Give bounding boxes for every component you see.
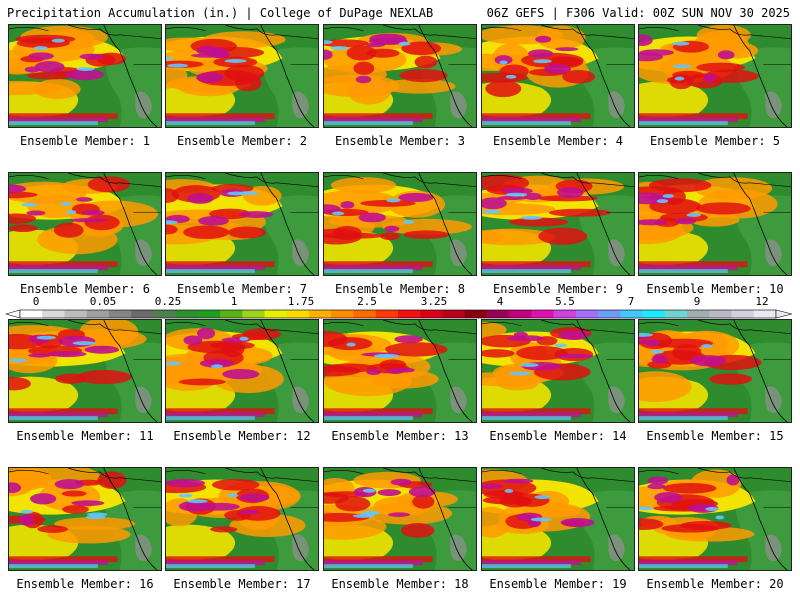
- ensemble-member-map: [8, 24, 162, 128]
- ensemble-member-map: [638, 319, 792, 423]
- ensemble-member-label: Ensemble Member: 3: [334, 134, 466, 148]
- ensemble-member-label: Ensemble Member: 19: [489, 577, 627, 591]
- ensemble-member-map: [323, 172, 477, 276]
- ensemble-member-map: [481, 319, 635, 423]
- precip-colorbar: [4, 309, 793, 319]
- ensemble-member-map: [165, 319, 319, 423]
- ensemble-member-map: [323, 319, 477, 423]
- colorbar-tick-label: 0.25: [154, 295, 182, 308]
- ensemble-member-label: Ensemble Member: 12: [173, 429, 311, 443]
- ensemble-member-label: Ensemble Member: 17: [173, 577, 311, 591]
- ensemble-member-map: [8, 467, 162, 571]
- ensemble-member-label: Ensemble Member: 14: [489, 429, 627, 443]
- ensemble-member-map: [481, 467, 635, 571]
- ensemble-member-label: Ensemble Member: 20: [646, 577, 784, 591]
- ensemble-member-map: [8, 319, 162, 423]
- ensemble-member-map: [323, 24, 477, 128]
- colorbar-tick-label: 3.25: [420, 295, 448, 308]
- ensemble-member-label: Ensemble Member: 18: [331, 577, 469, 591]
- colorbar-tick-label: 12: [755, 295, 769, 308]
- colorbar-tick-label: 2.5: [357, 295, 377, 308]
- ensemble-member-label: Ensemble Member: 15: [646, 429, 784, 443]
- ensemble-member-label: Ensemble Member: 5: [649, 134, 781, 148]
- colorbar-tick-label: 1.75: [287, 295, 315, 308]
- colorbar-tick-label: 0: [32, 295, 40, 308]
- ensemble-member-label: Ensemble Member: 16: [16, 577, 154, 591]
- ensemble-member-label: Ensemble Member: 13: [331, 429, 469, 443]
- colorbar-tick-label: 4: [496, 295, 504, 308]
- ensemble-member-label: Ensemble Member: 6: [19, 282, 151, 296]
- ensemble-member-label: Ensemble Member: 7: [176, 282, 308, 296]
- colorbar-tick-label: 7: [627, 295, 635, 308]
- ensemble-member-label: Ensemble Member: 9: [492, 282, 624, 296]
- ensemble-member-map: [165, 172, 319, 276]
- ensemble-member-map: [638, 24, 792, 128]
- ensemble-member-map: [481, 24, 635, 128]
- ensemble-member-map: [323, 467, 477, 571]
- model-valid-time: 06Z GEFS | F306 Valid: 00Z SUN NOV 30 20…: [486, 6, 790, 20]
- ensemble-member-map: [165, 467, 319, 571]
- ensemble-member-label: Ensemble Member: 11: [16, 429, 154, 443]
- colorbar-tick-label: 9: [693, 295, 701, 308]
- ensemble-member-label: Ensemble Member: 8: [334, 282, 466, 296]
- ensemble-member-map: [638, 467, 792, 571]
- colorbar-tick-label: 0.05: [89, 295, 117, 308]
- ensemble-member-label: Ensemble Member: 2: [176, 134, 308, 148]
- ensemble-member-map: [638, 172, 792, 276]
- ensemble-member-label: Ensemble Member: 10: [646, 282, 784, 296]
- colorbar-tick-label: 5.5: [555, 295, 575, 308]
- map-title: Precipitation Accumulation (in.) | Colle…: [7, 6, 434, 20]
- ensemble-member-label: Ensemble Member: 1: [19, 134, 151, 148]
- ensemble-member-map: [8, 172, 162, 276]
- colorbar-tick-label: 1: [230, 295, 238, 308]
- ensemble-member-label: Ensemble Member: 4: [492, 134, 624, 148]
- ensemble-member-map: [165, 24, 319, 128]
- ensemble-member-map: [481, 172, 635, 276]
